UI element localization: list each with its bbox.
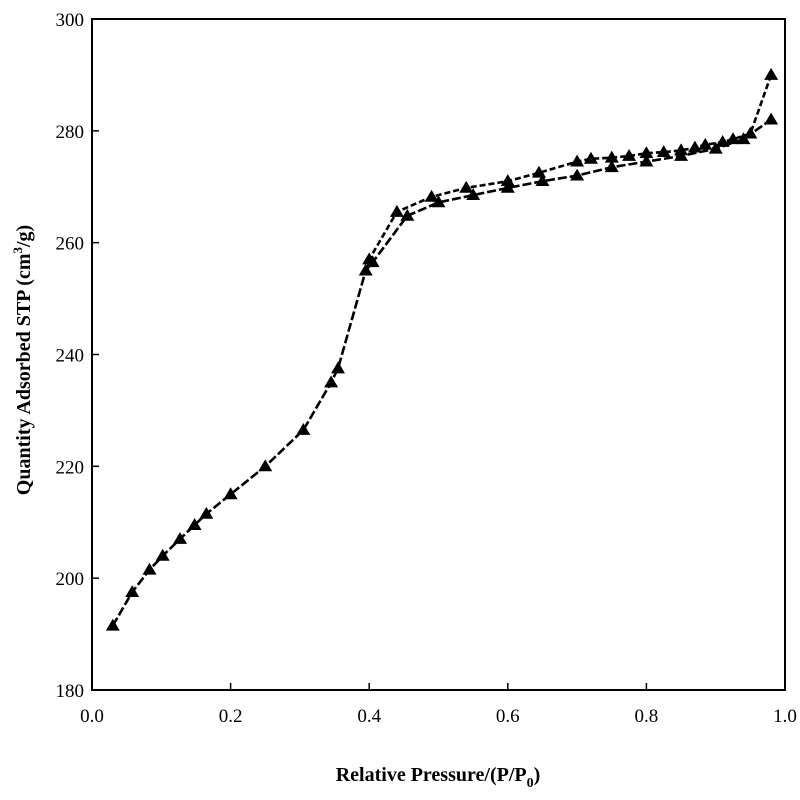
series-markers [105,67,779,631]
data-point-triangle [736,132,751,145]
y-axis-ticks: 180 200 220 240 260 280 300 [56,10,99,702]
data-point-triangle [531,165,546,178]
data-point-triangle [358,263,373,276]
y-tick-label: 300 [56,10,85,31]
data-point-triangle [459,180,474,193]
data-point-triangle [223,487,238,500]
data-point-triangle [466,188,481,201]
y-tick-label: 200 [56,569,85,590]
data-point-triangle [743,126,758,139]
y-tick-label: 180 [56,681,85,702]
data-point-triangle [535,174,550,187]
series-line [368,74,773,261]
data-point-triangle [764,67,779,80]
data-point-triangle [656,145,671,157]
data-point-triangle [105,618,120,631]
data-point-triangle [173,532,188,544]
data-point-triangle [570,154,585,167]
data-point-triangle [500,174,515,187]
y-tick-label: 220 [56,457,85,478]
y-tick-label: 240 [56,346,85,367]
x-axis-ticks: 0.0 0.2 0.4 0.6 0.8 1.0 [80,683,797,727]
y-axis-label: Quantity Adsorbed STP (cm3/g) [10,225,35,495]
data-point-triangle [570,168,585,181]
series-lines [111,74,773,627]
x-axis-label: Relative Pressure/(P/P0) [336,764,541,791]
data-point-triangle [362,252,377,265]
data-point-triangle [400,208,415,221]
data-point-triangle [331,361,346,374]
y-tick-label: 280 [56,122,85,143]
data-point-triangle [199,506,214,519]
data-point-triangle [604,150,619,163]
data-point-triangle [258,459,273,472]
x-tick-label: 0.0 [80,706,104,727]
plot-frame [91,18,786,691]
data-point-triangle [324,375,339,388]
data-point-triangle [155,548,170,561]
data-point-triangle [715,135,730,147]
data-point-triangle [142,562,157,575]
data-point-triangle [424,189,439,202]
data-point-triangle [389,204,404,217]
data-point-triangle [125,585,140,598]
data-point-triangle [622,148,637,161]
x-tick-label: 0.6 [496,706,520,727]
data-point-triangle [726,132,741,145]
y-tick-label: 260 [56,234,85,255]
x-tick-label: 1.0 [773,706,797,727]
data-point-triangle [674,143,689,156]
data-point-triangle [583,151,598,164]
data-point-triangle [687,140,702,153]
data-point-triangle [187,518,202,530]
series-line [111,118,772,627]
data-point-triangle [500,180,515,193]
x-tick-label: 0.2 [219,706,243,727]
data-point-triangle [708,141,723,154]
data-point-triangle [639,146,654,159]
data-point-triangle [604,160,619,173]
x-tick-label: 0.4 [357,706,381,727]
data-point-triangle [296,422,311,435]
data-point-triangle [764,112,779,125]
data-point-triangle [639,154,654,167]
data-point-triangle [431,195,446,208]
data-point-triangle [698,137,713,150]
x-tick-label: 0.8 [635,706,659,727]
